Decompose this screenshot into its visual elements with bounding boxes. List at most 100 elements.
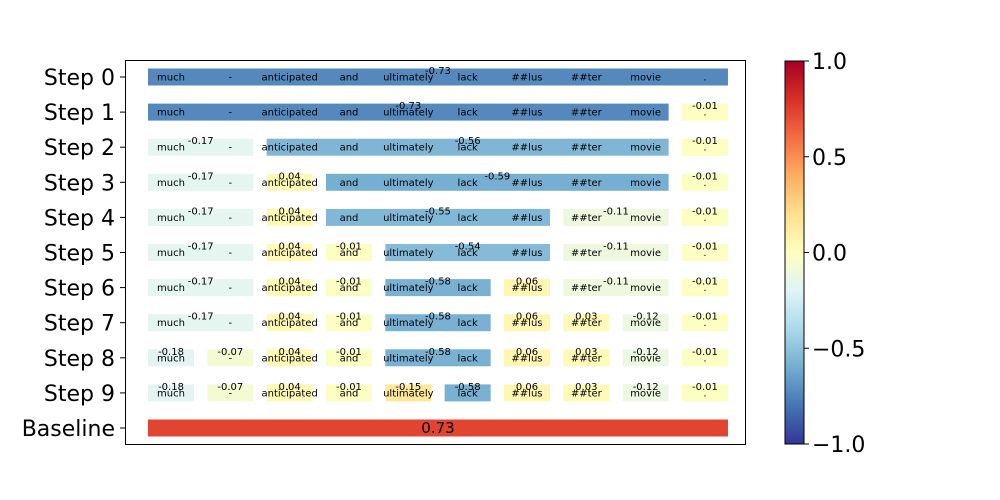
segment-value-label: -0.01 [692, 277, 718, 288]
token-label: - [229, 213, 233, 224]
y-tick-label: Step 1 [44, 101, 115, 126]
segment-value-label: -0.12 [633, 347, 659, 358]
y-tick-label: Step 5 [44, 242, 115, 267]
token-label: ultimately [383, 213, 434, 224]
token-label: and [340, 213, 359, 224]
heat-segment [385, 349, 491, 367]
heat-segment [325, 173, 669, 191]
segment-value-label: -0.07 [217, 382, 243, 393]
segment-value-label: 0.04 [279, 382, 301, 393]
segment-value-label: -0.01 [336, 382, 362, 393]
heat-segment [148, 244, 254, 261]
colorbar-tick-label: −0.5 [812, 337, 865, 362]
token-label: much [157, 388, 185, 399]
segment-value-label: -0.17 [188, 206, 214, 217]
token-label: . [703, 213, 706, 224]
token-label: lack [458, 248, 478, 259]
heat-segment [681, 279, 728, 297]
token-label: ##ter [571, 283, 603, 294]
token-label: ##ter [571, 388, 603, 399]
heat-segment [563, 384, 610, 402]
token-label: lack [458, 143, 478, 154]
heat-segment [325, 244, 372, 261]
heat-segment [385, 384, 432, 402]
token-label: ##lus [511, 248, 542, 259]
token-label: movie [630, 353, 661, 364]
token-label: lack [458, 178, 478, 189]
heat-segment [266, 349, 313, 367]
y-tick-label: Step 8 [44, 347, 115, 372]
segment-value-label: -0.12 [633, 312, 659, 323]
token-label: movie [630, 108, 661, 119]
heat-segment [503, 314, 550, 332]
segment-value-label: 0.06 [516, 277, 538, 288]
colorbar-gradient [785, 61, 804, 444]
heat-segment [681, 384, 728, 402]
heat-segment [325, 314, 372, 332]
colorbar: 1.0 0.5 0.0 −0.5 −1.0 [784, 50, 865, 458]
heat-segment [266, 244, 313, 261]
token-label: and [340, 353, 359, 364]
heat-segment [681, 349, 728, 367]
segment-value-label: -0.17 [188, 312, 214, 323]
segment-value-label: -0.73 [425, 66, 451, 77]
segment-value-label: -0.17 [188, 277, 214, 288]
token-label: and [340, 178, 359, 189]
token-label: much [157, 178, 185, 189]
token-label: ##ter [571, 178, 603, 189]
segment-value-label: 0.04 [279, 277, 301, 288]
token-label: much [157, 108, 185, 119]
heat-segment [681, 314, 728, 332]
segment-value-label: 0.03 [575, 312, 597, 323]
heat-segment [148, 314, 254, 332]
token-label: . [703, 318, 706, 329]
token-label: ultimately [383, 108, 434, 119]
token-label: ##lus [511, 178, 542, 189]
heat-segment [325, 349, 372, 367]
segment-value-label: -0.17 [188, 242, 214, 253]
segment-value-label: -0.54 [455, 242, 481, 253]
segment-value-label: -0.01 [336, 312, 362, 323]
token-label: ##ter [571, 143, 603, 154]
heat-segment [563, 244, 669, 261]
token-label: much [157, 73, 185, 84]
token-label: - [229, 248, 233, 259]
heat-segment [385, 279, 491, 297]
heat-segment [385, 244, 550, 261]
heat-segment [148, 103, 669, 121]
heat-segment [563, 314, 610, 332]
token-label: - [229, 143, 233, 154]
heat-segment [266, 384, 313, 402]
segment-value-label: -0.17 [188, 136, 214, 147]
segment-value-label: 0.06 [516, 347, 538, 358]
colorbar-tick-label: 1.0 [812, 50, 847, 75]
y-tick-label: Step 7 [44, 312, 115, 337]
token-label: and [340, 318, 359, 329]
segment-value-label: -0.01 [692, 101, 718, 112]
token-label: movie [630, 283, 661, 294]
heat-segment [503, 384, 550, 402]
token-label: and [340, 388, 359, 399]
heat-segment [681, 173, 728, 191]
token-label: ##lus [511, 353, 542, 364]
token-label: - [229, 318, 233, 329]
segment-value-label: -0.01 [336, 347, 362, 358]
heat-segment [503, 279, 550, 297]
segment-value-label: 0.03 [575, 347, 597, 358]
segment-value-label: -0.01 [336, 242, 362, 253]
token-label: ##lus [511, 73, 542, 84]
segment-value-label: -0.56 [455, 136, 481, 147]
token-label: movie [630, 248, 661, 259]
segment-value-label: 0.04 [279, 312, 301, 323]
token-label: ultimately [383, 283, 434, 294]
heat-segment [385, 314, 491, 332]
token-label: anticipated [261, 248, 317, 259]
token-label: - [229, 73, 233, 84]
token-label: lack [458, 213, 478, 224]
token-label: - [229, 388, 233, 399]
token-label: . [703, 388, 706, 399]
colorbar-tick-label: 0.0 [812, 242, 847, 267]
segment-value-label: -0.55 [425, 206, 451, 217]
heat-segment [622, 349, 669, 367]
